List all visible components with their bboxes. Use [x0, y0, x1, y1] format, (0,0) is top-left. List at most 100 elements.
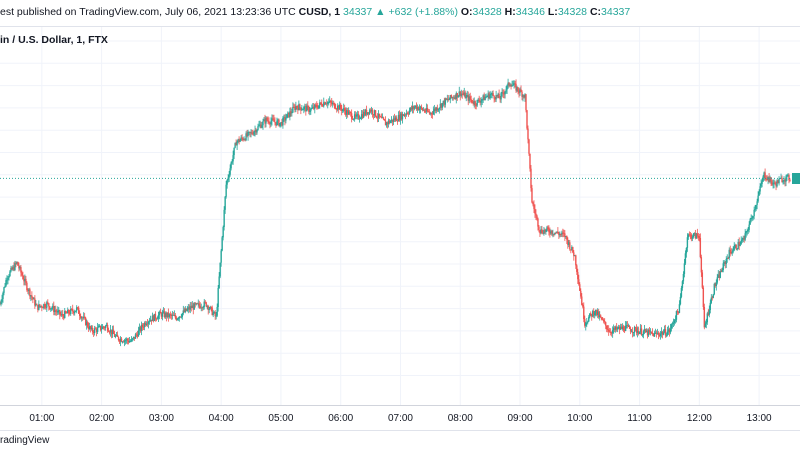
price-chart[interactable] [0, 27, 800, 405]
candle-down [510, 84, 512, 87]
candle-down [45, 307, 47, 309]
candle-up [495, 95, 497, 100]
candle-down [766, 179, 768, 181]
candle-down [573, 252, 575, 257]
candle-down [743, 237, 745, 240]
candle-up [522, 95, 524, 97]
candle-up [401, 114, 404, 120]
candle-up [161, 312, 164, 317]
candle-down [635, 328, 638, 333]
candle-up [455, 93, 457, 99]
candle-up [419, 106, 422, 109]
candle-down [615, 326, 618, 330]
candle-up [224, 196, 226, 210]
candle-up [173, 315, 176, 316]
candle-down [498, 93, 500, 99]
candle-up [385, 122, 388, 126]
candle-down [593, 311, 595, 316]
candle-up [9, 271, 11, 277]
up-arrow-icon: ▲ [375, 6, 386, 18]
candle-up [370, 109, 373, 112]
candle-down [235, 143, 237, 146]
candle-down [578, 279, 580, 285]
candle-up [366, 112, 369, 115]
candle-up [750, 218, 752, 220]
candle-down [591, 314, 593, 317]
candle-up [279, 123, 281, 126]
candle-down [83, 316, 86, 318]
candle-down [452, 97, 454, 99]
candle-up [405, 113, 408, 115]
candle-up [124, 340, 127, 342]
candle-up [270, 121, 272, 125]
candle-up [182, 310, 185, 314]
candle-up [397, 115, 400, 122]
candle-up [716, 277, 718, 283]
candle-up [457, 95, 459, 98]
candle-down [532, 202, 534, 205]
candle-down [278, 119, 280, 126]
candle-up [753, 209, 755, 217]
candle-down [515, 83, 517, 91]
candle-down [142, 326, 145, 328]
candle-up [156, 318, 159, 320]
candle-down [651, 333, 654, 334]
candle-down [508, 82, 510, 86]
candle-down [154, 313, 157, 319]
candle-down [547, 227, 549, 230]
candle-down [341, 108, 343, 111]
candle-up [104, 325, 107, 329]
candle-down [469, 96, 471, 100]
candle-down [383, 119, 386, 121]
candle-down [503, 93, 505, 95]
candle-up [486, 96, 488, 98]
candle-down [563, 233, 565, 235]
candle-up [61, 314, 63, 315]
candle-up [587, 321, 589, 323]
candle-down [382, 117, 385, 120]
candle-down [464, 92, 466, 99]
candle-up [239, 139, 241, 142]
candle-down [336, 108, 338, 110]
candle-down [533, 204, 535, 209]
candle-down [127, 340, 130, 343]
candle-up [109, 329, 112, 333]
candle-down [331, 102, 333, 105]
candle-down [601, 317, 603, 320]
candle-up [675, 311, 678, 320]
candle-down [380, 116, 383, 118]
candle-down [242, 138, 244, 140]
candlestick-chart[interactable] [0, 27, 800, 405]
candle-up [543, 229, 545, 234]
candle-up [97, 326, 100, 328]
time-axis[interactable]: 01:00 02:00 03:00 04:00 05:00 06:00 07:00 08:00… [0, 405, 800, 430]
candle-up [721, 270, 723, 272]
candle-down [579, 284, 581, 291]
candle-down [623, 330, 626, 332]
candle-up [306, 105, 308, 112]
time-tick-label: 03:00 [148, 413, 174, 424]
candle-up [1, 298, 3, 302]
candle-up [476, 99, 478, 106]
candle-up [552, 233, 554, 235]
candle-up [301, 109, 303, 111]
candle-up [715, 282, 717, 287]
candle-down [707, 313, 710, 315]
candle-down [199, 305, 201, 309]
candle-up [691, 237, 694, 239]
candle-down [77, 307, 79, 309]
candle-up [639, 328, 642, 332]
candle-up [512, 85, 514, 86]
candle-down [315, 104, 317, 106]
candle-up [101, 326, 104, 329]
candle-up [574, 255, 576, 257]
low-value: 34328 [557, 6, 588, 18]
candle-down [246, 133, 248, 137]
candle-up [513, 83, 515, 86]
candle-up [627, 326, 630, 327]
candle-up [381, 117, 384, 119]
candle-down [699, 237, 702, 258]
candle-up [193, 303, 195, 310]
candle-down [18, 265, 20, 269]
candle-up [500, 93, 502, 100]
